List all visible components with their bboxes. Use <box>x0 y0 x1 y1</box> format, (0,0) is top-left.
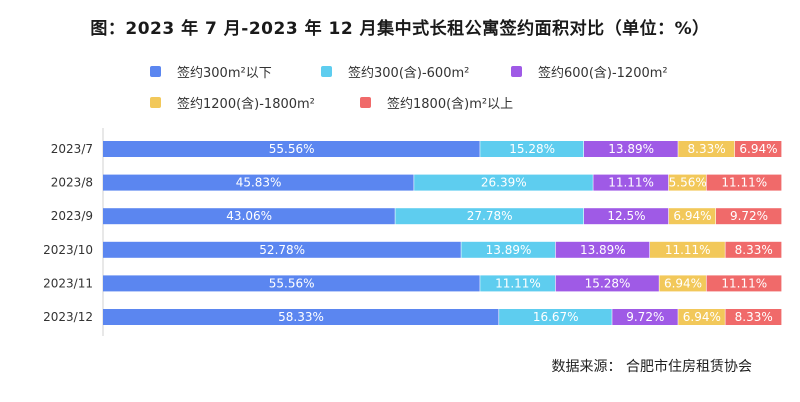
bar-segment <box>706 275 782 292</box>
data-label: 5.56% <box>669 176 707 190</box>
data-label: 11.11% <box>495 276 541 290</box>
legend-swatch-1 <box>321 66 332 77</box>
data-label: 15.28% <box>509 142 555 156</box>
bar-segment <box>584 141 678 157</box>
legend-swatch-3 <box>150 97 161 108</box>
bar-segment <box>659 275 706 292</box>
y-tick-label: 2023/11 <box>43 276 93 290</box>
chart-title: 图：2023 年 7 月-2023 年 12 月集中式长租公寓签约面积对比（单位… <box>90 19 710 39</box>
bar-segment <box>725 309 782 325</box>
bar-segment <box>103 241 461 258</box>
bar-segment <box>103 208 395 225</box>
source-note: 数据来源： 合肥市住房租赁协会 <box>551 359 752 375</box>
data-label: 9.72% <box>626 310 664 324</box>
bar-segment <box>706 174 782 191</box>
data-label: 13.89% <box>486 243 532 257</box>
data-label: 58.33% <box>278 310 324 324</box>
bar-segment <box>678 141 735 157</box>
legend-label: 签约300(含)-600m² <box>348 66 470 81</box>
legend-label: 签约600(含)-1200m² <box>538 66 668 81</box>
data-label: 9.72% <box>730 209 768 223</box>
legend-item: 签约300m²以下 <box>150 62 272 81</box>
bar-segment <box>650 241 725 258</box>
bar-segment <box>395 208 584 225</box>
data-label: 13.89% <box>580 243 626 257</box>
bar-segment <box>716 208 782 225</box>
data-label: 55.56% <box>269 276 315 290</box>
legend-item: 签约300(含)-600m² <box>321 62 469 81</box>
data-label: 6.94% <box>664 276 702 290</box>
y-tick-label: 2023/8 <box>51 176 93 190</box>
legend-item: 签约600(含)-1200m² <box>511 62 668 81</box>
bar-segment <box>461 241 556 258</box>
bar-segment <box>734 141 782 157</box>
legend-swatch-4 <box>360 97 371 108</box>
bar-segment <box>103 141 480 157</box>
legend-item: 签约1200(含)-1800m² <box>150 93 315 112</box>
data-label: 43.06% <box>226 209 272 223</box>
bar-segment <box>668 174 706 191</box>
data-label: 16.67% <box>533 310 579 324</box>
legend-swatch-0 <box>150 66 161 77</box>
y-tick-label: 2023/10 <box>43 243 93 257</box>
bar-segment <box>584 208 669 225</box>
data-label: 12.5% <box>607 209 645 223</box>
bar-segment <box>499 309 612 325</box>
data-label: 11.11% <box>608 176 654 190</box>
bar-segment <box>103 275 480 292</box>
data-label: 52.78% <box>259 243 305 257</box>
data-label: 8.33% <box>688 142 726 156</box>
legend-item: 签约1800(含)m²以上 <box>360 93 513 112</box>
data-label: 8.33% <box>735 310 773 324</box>
bar-segment <box>678 309 725 325</box>
data-label: 6.94% <box>673 209 711 223</box>
bar-segment <box>555 275 659 292</box>
legend-label: 签约1200(含)-1800m² <box>177 97 315 112</box>
bar-segment <box>480 141 584 157</box>
bar-segment <box>725 241 782 258</box>
legend-label: 签约1800(含)m²以上 <box>387 97 514 112</box>
data-label: 45.83% <box>236 176 282 190</box>
data-label: 26.39% <box>481 176 527 190</box>
y-tick-label: 2023/9 <box>51 209 93 223</box>
bar-segment <box>480 275 556 292</box>
data-label: 11.11% <box>665 243 711 257</box>
data-label: 27.78% <box>467 209 513 223</box>
data-label: 6.94% <box>683 310 721 324</box>
legend-swatch-2 <box>511 66 522 77</box>
legend-label: 签约300m²以下 <box>177 66 272 81</box>
data-label: 11.11% <box>721 176 767 190</box>
data-label: 8.33% <box>735 243 773 257</box>
y-tick-label: 2023/12 <box>43 310 93 324</box>
bar-segment <box>593 174 669 191</box>
bar-segment <box>612 309 678 325</box>
bar-segment <box>668 208 716 225</box>
bar-segment <box>414 174 593 191</box>
data-label: 11.11% <box>721 276 767 290</box>
data-label: 6.94% <box>739 142 777 156</box>
y-tick-label: 2023/7 <box>51 142 93 156</box>
data-label: 15.28% <box>585 276 631 290</box>
data-label: 13.89% <box>608 142 654 156</box>
bar-segment <box>103 174 414 191</box>
data-label: 55.56% <box>269 142 315 156</box>
bar-segment <box>103 309 499 325</box>
bar-segment <box>555 241 650 258</box>
